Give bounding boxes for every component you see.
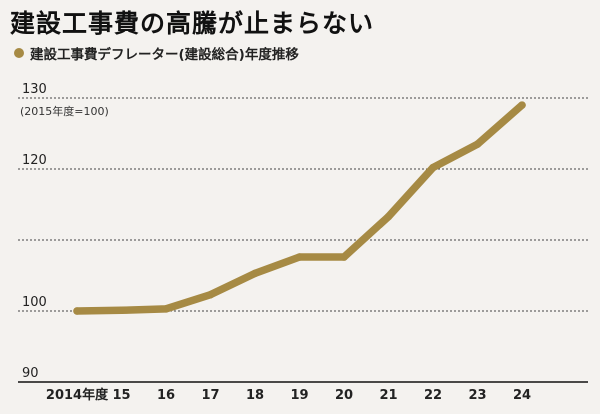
y-tick-label-120: 120 — [22, 153, 47, 168]
legend: 建設工事費デフレーター(建設総合)年度推移 — [14, 43, 299, 63]
x-tick-labels: 2014年度 15 16 17 18 19 20 21 22 23 24 — [46, 387, 531, 403]
x-tick-label-15: 15 — [112, 388, 130, 403]
y-tick-label-130: 130 — [22, 82, 47, 97]
y-tick-label-100: 100 — [22, 295, 47, 310]
y-tick-labels: 90 100 120 130 — [22, 82, 47, 381]
grid-layer — [18, 97, 588, 383]
x-tick-label-20: 20 — [335, 388, 353, 403]
x-tick-label-16: 16 — [157, 388, 175, 403]
x-tick-label-24: 24 — [513, 388, 531, 403]
data-point-20 — [340, 253, 348, 261]
data-point-17 — [206, 290, 215, 299]
x-tick-label-21: 21 — [379, 388, 397, 403]
data-point-18 — [251, 269, 259, 278]
legend-label: 建設工事費デフレーター(建設総合)年度推移 — [30, 47, 299, 63]
data-point-21 — [384, 212, 393, 221]
chart-title: 建設工事費の高騰が止まらない — [10, 9, 375, 38]
x-tick-label-18: 18 — [246, 388, 264, 403]
x-tick-label-22: 22 — [424, 388, 442, 403]
x-tick-label-19: 19 — [290, 388, 308, 403]
data-point-15 — [117, 306, 126, 315]
x-tick-label-23: 23 — [468, 388, 486, 403]
x-tick-label-17: 17 — [201, 388, 219, 403]
y-tick-label-90: 90 — [22, 366, 39, 381]
data-point-19 — [295, 253, 304, 261]
legend-marker — [14, 48, 24, 58]
series-layer — [73, 101, 526, 315]
data-point-24 — [518, 101, 526, 109]
data-point-23 — [473, 140, 482, 148]
index-note: (2015年度=100) — [20, 104, 109, 118]
data-point-2014年度 — [73, 307, 81, 315]
data-point-16 — [162, 305, 170, 313]
data-point-22 — [429, 163, 437, 172]
x-tick-label-2014年度: 2014年度 — [46, 387, 109, 403]
series-line-0 — [73, 101, 526, 315]
